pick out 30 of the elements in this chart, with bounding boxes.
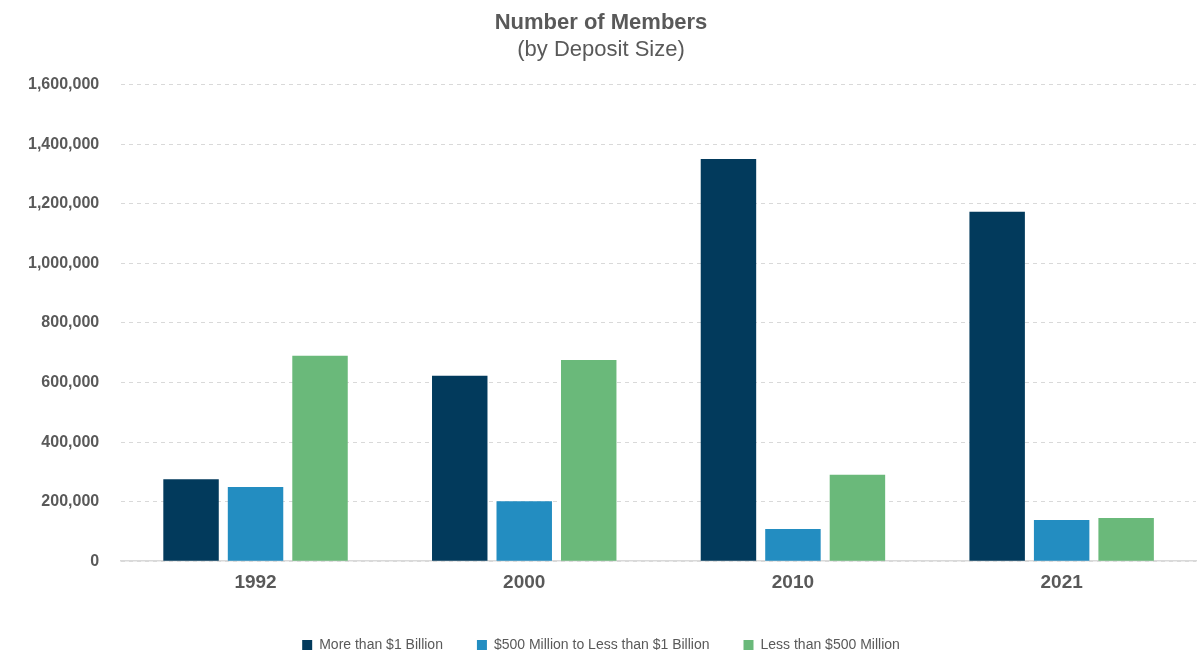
legend-label: More than $1 Billion [319, 635, 443, 652]
x-tick-label: 1992 [234, 570, 277, 592]
x-tick-label: 2021 [1040, 570, 1084, 592]
y-tick-label: 0 [90, 551, 100, 569]
bar [432, 375, 488, 561]
x-tick-label: 2010 [771, 570, 815, 592]
bar [561, 359, 617, 561]
y-tick-label: 1,400,000 [27, 134, 100, 152]
bar [829, 474, 886, 561]
bar [765, 529, 821, 561]
y-tick-label: 400,000 [41, 432, 100, 450]
y-tick-label: 200,000 [41, 492, 100, 510]
y-tick-label: 600,000 [41, 372, 100, 390]
y-tick-label: 800,000 [41, 313, 100, 331]
bar [163, 479, 219, 561]
legend-label: Less than $500 Million [760, 635, 900, 652]
bar [292, 355, 348, 561]
bar [700, 158, 757, 561]
y-tick-label: 1,600,000 [27, 75, 100, 93]
bar [1098, 518, 1154, 561]
x-tick-label: 2000 [503, 570, 546, 592]
bar [1033, 520, 1090, 561]
legend-label: $500 Million to Less than $1 Billion [493, 635, 710, 652]
y-tick-label: 1,200,000 [27, 194, 100, 212]
bar [227, 487, 284, 561]
bar [969, 211, 1025, 561]
bar [496, 501, 552, 561]
chart-title: Number of Members [494, 9, 708, 35]
chart-subtitle: (by Deposit Size) [517, 35, 685, 61]
y-tick-label: 1,000,000 [27, 253, 100, 271]
